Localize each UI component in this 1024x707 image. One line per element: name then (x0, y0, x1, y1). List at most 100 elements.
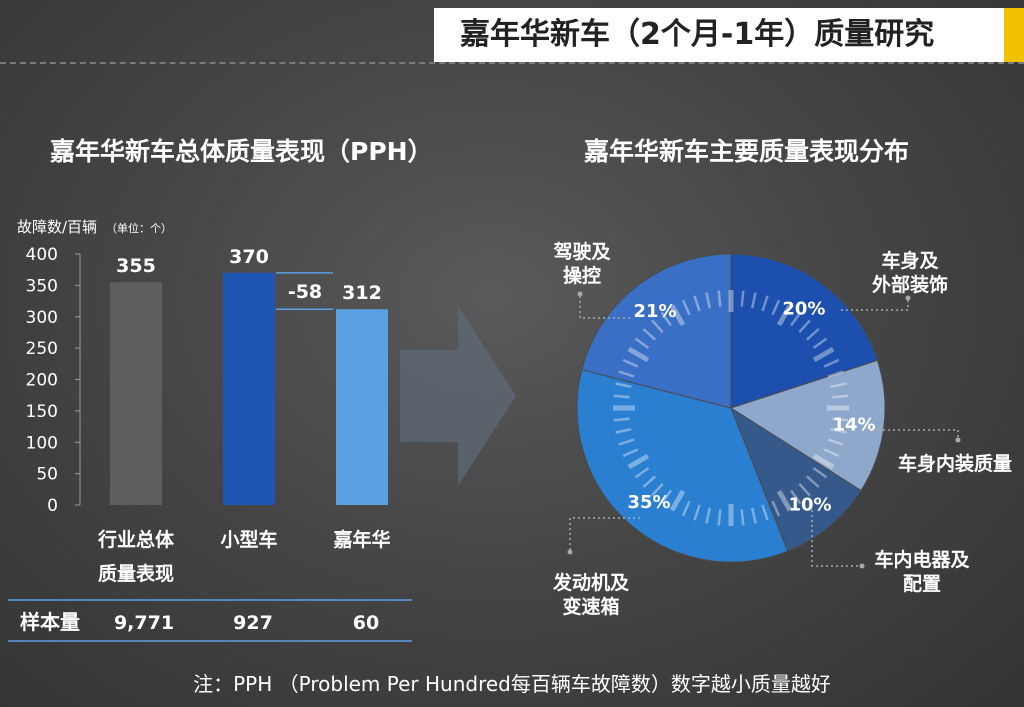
dial-tick (717, 509, 722, 526)
dial-tick (740, 509, 745, 526)
title-accent (1004, 8, 1024, 62)
pie-slice (729, 406, 862, 552)
pie-slice (581, 253, 732, 409)
dial-tick (622, 358, 639, 368)
dial-tick (681, 299, 691, 316)
y-tick-label: 250 (26, 339, 58, 359)
pie-category-label: 车内电器及 (874, 548, 970, 571)
pie-category-label: 发动机及 (552, 571, 630, 594)
dial-tick (615, 427, 632, 434)
y-axis-label: 故障数/百辆 (17, 218, 97, 236)
dial-tick (693, 295, 701, 312)
dial-tick (771, 299, 781, 316)
difference-label: -58 (288, 281, 322, 303)
pie-percent-label: 21% (633, 301, 676, 322)
pie-percent-label: 10% (788, 495, 831, 516)
dial-tick (669, 489, 686, 512)
pie-slice (730, 253, 879, 409)
pie-category-label: 操控 (563, 264, 601, 287)
dial-tick (798, 482, 811, 497)
dial-tick (627, 346, 650, 363)
footnote: 注：PPH （Problem Per Hundred每百辆车故障数）数字越小质量… (193, 672, 831, 696)
dial-tick (776, 304, 793, 327)
dial-tick (705, 292, 712, 309)
pie-leader-line (868, 429, 959, 440)
dial-tick (761, 295, 769, 312)
pie-percent-label: 20% (782, 299, 825, 320)
sample-size-label: 样本量 (20, 610, 80, 634)
dial-tick (717, 290, 722, 307)
dial-tick (750, 507, 757, 524)
sample-size-value: 9,771 (114, 612, 174, 634)
pie-percent-label: 14% (832, 415, 875, 436)
pie-leader-dot (577, 291, 583, 297)
pie-leader-line (841, 298, 909, 311)
pie-category-label: 驾驶及 (553, 240, 611, 263)
bar-value-label: 355 (116, 255, 156, 277)
bar-value-label: 312 (342, 282, 382, 304)
y-tick-label: 200 (26, 371, 58, 391)
bar-value-label: 370 (229, 246, 269, 268)
y-tick-label: 400 (26, 245, 58, 265)
dial-tick (827, 438, 844, 446)
dial-tick (789, 311, 802, 327)
dial-tick (622, 448, 639, 458)
pie-leader-dot (955, 437, 961, 443)
pie-category-label: 变速箱 (562, 595, 619, 618)
pie-leader-dot (859, 563, 865, 569)
dial-tick (823, 358, 840, 368)
dial-tick (660, 489, 673, 505)
pie-category-label: 配置 (903, 573, 941, 595)
pie-leader-line (569, 517, 640, 552)
y-axis-unit: （单位：个） (106, 221, 172, 235)
dial-tick (750, 292, 757, 309)
dial-tick (761, 504, 769, 521)
dial-tick (660, 311, 673, 327)
pie-leader-dot (905, 295, 911, 301)
dial-tick (627, 453, 650, 470)
dial-tick (812, 466, 828, 479)
dial-tick (618, 370, 635, 378)
pie-leader-line (811, 510, 862, 567)
transition-arrow (400, 306, 516, 486)
title-bar (434, 8, 1004, 62)
y-tick-label: 0 (47, 496, 58, 516)
dial-tick (642, 475, 657, 488)
pie-chart-title: 嘉年华新车主要质量表现分布 (584, 137, 910, 166)
pie-percent-label: 35% (627, 492, 670, 513)
x-tick-label: 嘉年华 (332, 528, 390, 551)
dial-tick (830, 427, 847, 434)
dial-tick (776, 489, 793, 512)
dial-tick (613, 417, 630, 422)
y-tick-label: 100 (26, 433, 58, 453)
dial-tick (830, 382, 847, 389)
bar (223, 272, 275, 505)
dial-tick (798, 319, 811, 334)
dial-tick (740, 290, 745, 307)
bar-chart-title: 嘉年华新车总体质量表现（PPH） (50, 137, 433, 166)
dial-tick (789, 489, 802, 505)
y-tick-label: 300 (26, 308, 58, 328)
sample-size-value: 60 (353, 612, 379, 634)
dial-tick (615, 382, 632, 389)
x-tick-label: 行业总体 (97, 528, 175, 551)
dial-tick (634, 337, 650, 350)
pie-slice (576, 369, 789, 563)
title-divider (0, 62, 1024, 64)
dial-tick (669, 304, 686, 327)
sample-size-value: 927 (233, 612, 273, 634)
dial-tick (651, 319, 664, 334)
dial-tick (812, 453, 835, 470)
y-tick-label: 150 (26, 402, 58, 422)
bar (336, 309, 388, 505)
dial-tick (634, 466, 650, 479)
dial-tick (613, 394, 630, 399)
dial-tick (771, 500, 781, 517)
dial-tick (651, 482, 664, 497)
pie-category-label: 车身内装质量 (898, 452, 1012, 475)
page-title: 嘉年华新车（2个月-1年）质量研究 (460, 17, 935, 52)
dial-tick (681, 500, 691, 517)
dial-tick (693, 504, 701, 521)
dial-tick (805, 328, 820, 341)
